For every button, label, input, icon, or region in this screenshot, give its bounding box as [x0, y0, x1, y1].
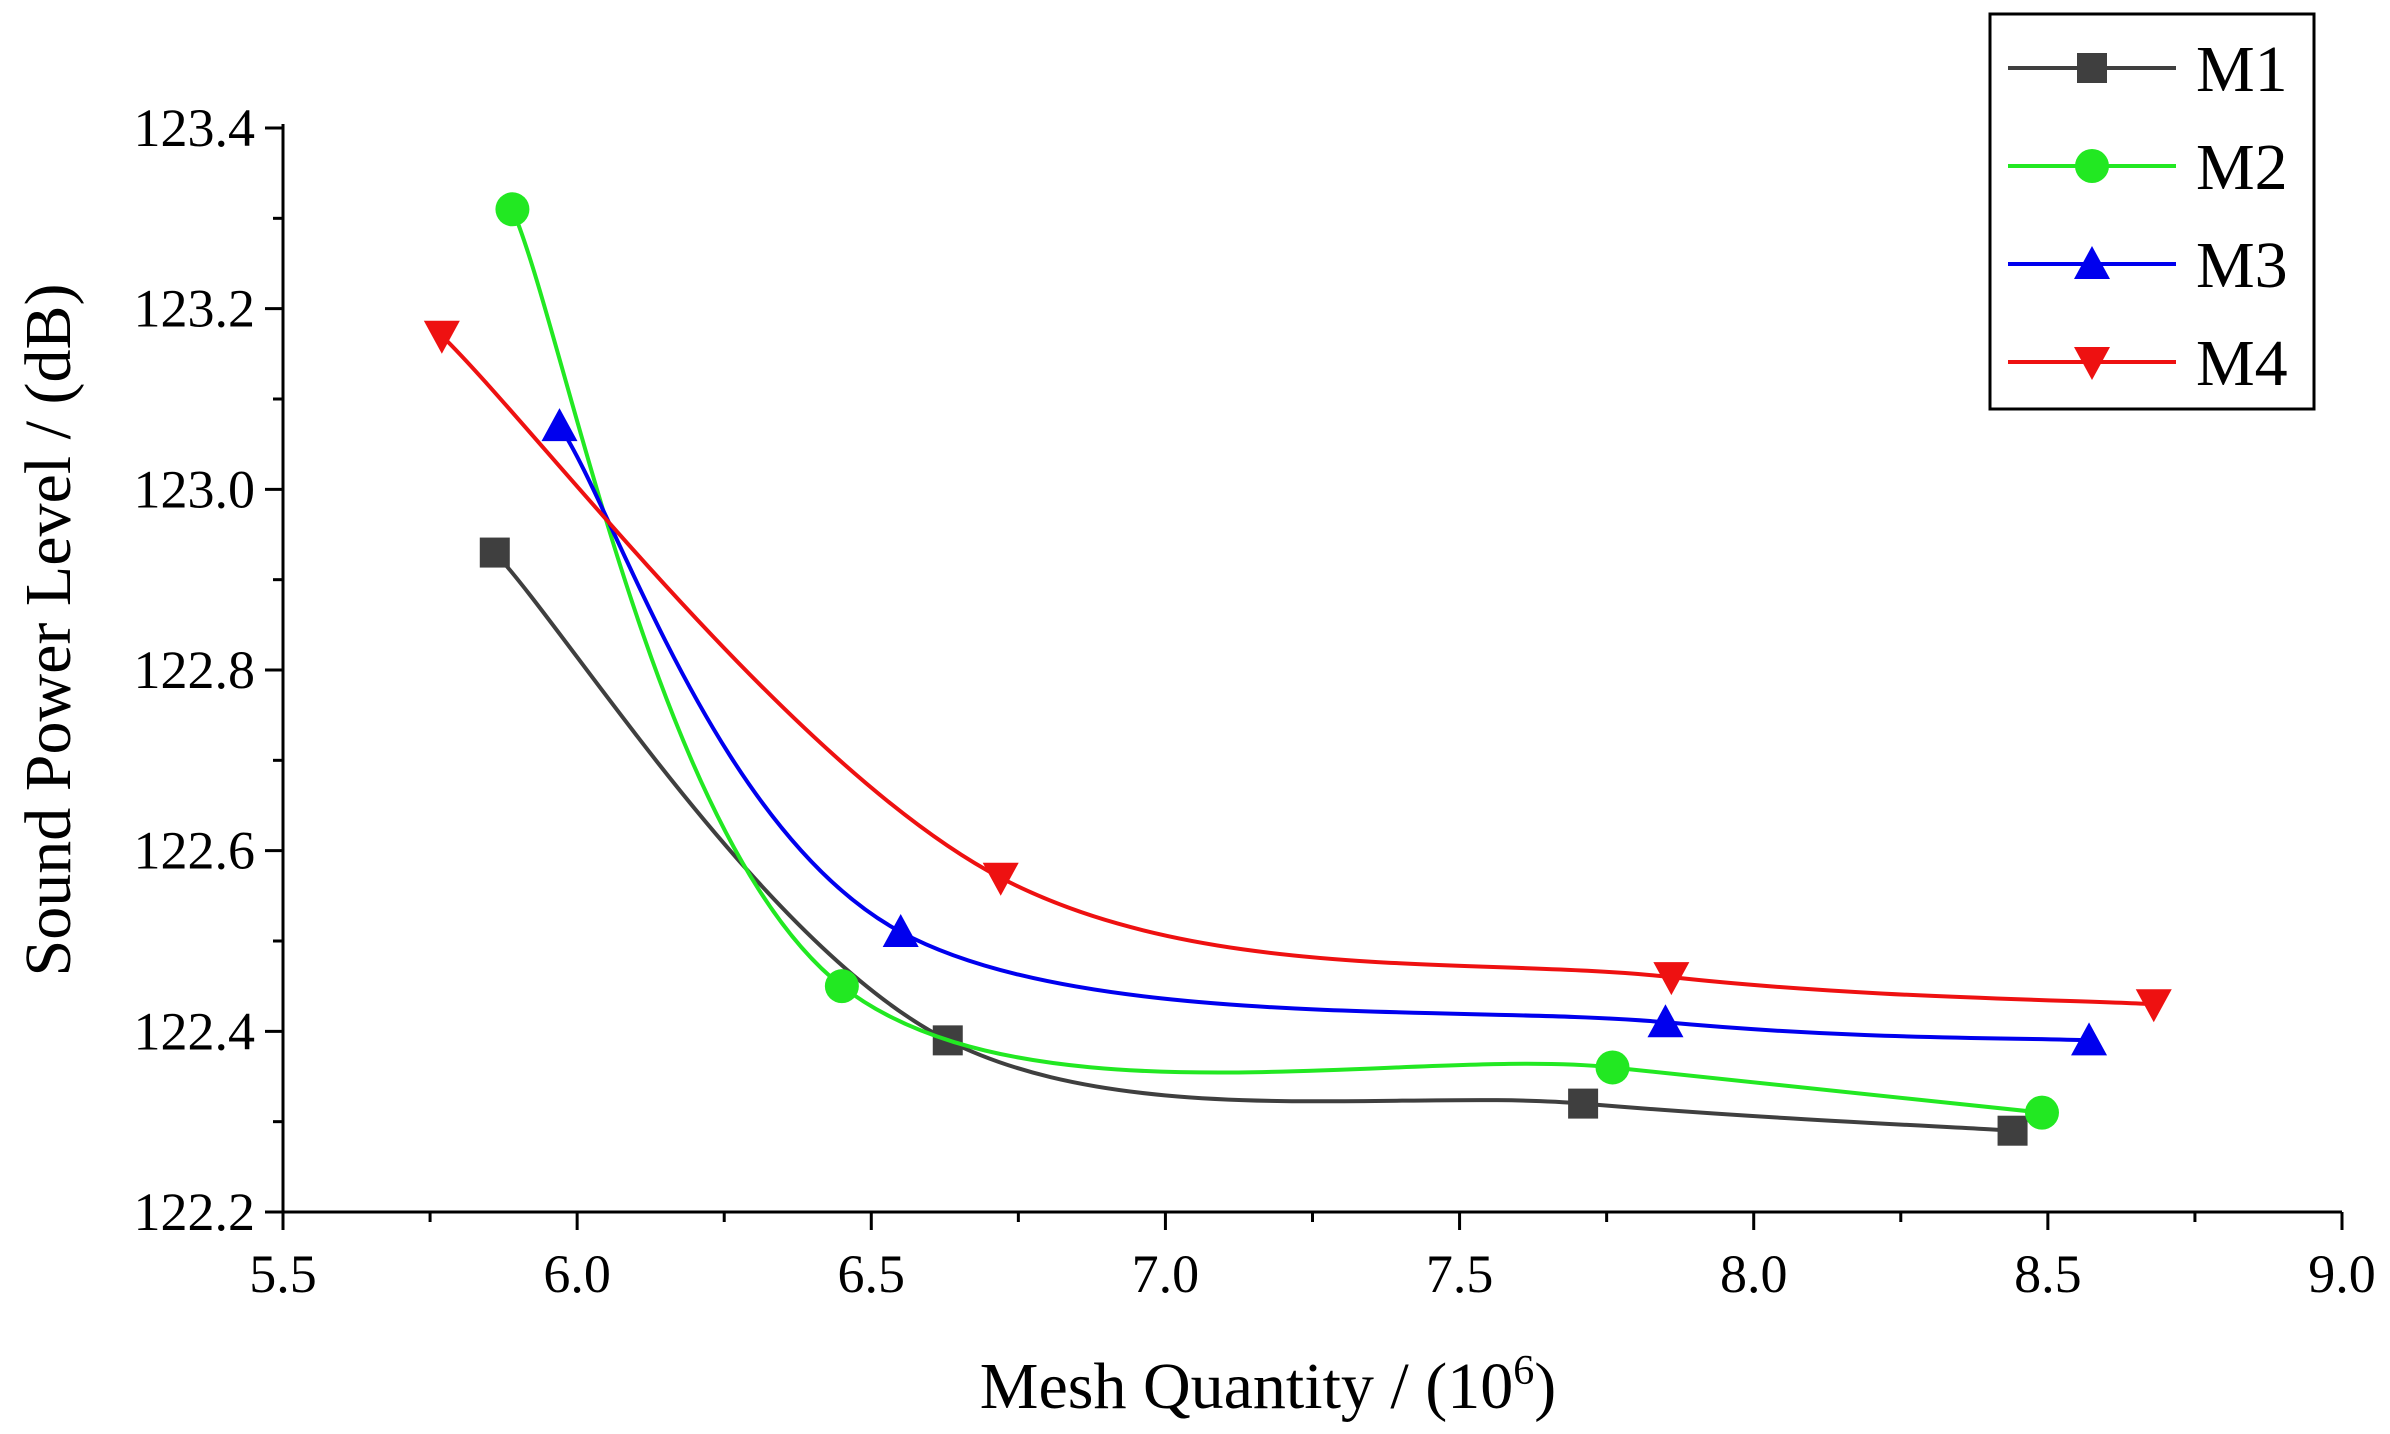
data-point-m2: [1595, 1050, 1630, 1085]
legend-label: M3: [2196, 229, 2288, 302]
data-point-m4: [2135, 989, 2172, 1023]
data-point-m3: [541, 408, 578, 442]
series-layer: [423, 192, 2172, 1146]
data-point-m3: [2071, 1022, 2108, 1056]
x-tick-label: 9.0: [2308, 1244, 2376, 1304]
data-point-m1: [1568, 1088, 1599, 1119]
y-tick-label: 123.0: [134, 459, 256, 519]
legend-item-m3: M3: [2008, 229, 2288, 302]
legend-marker: [2074, 347, 2110, 380]
y-axis-title: Sound Power Level / (dB): [12, 284, 85, 977]
x-tick-label: 6.0: [543, 1244, 611, 1304]
data-point-m3: [882, 913, 919, 947]
legend-label: M1: [2196, 33, 2288, 106]
data-point-m3: [1647, 1004, 1684, 1038]
series-m2: [495, 192, 2059, 1130]
axes: 5.5 6.0 6.5 7.0 7.5 8.0 8.5 9.0 122.2 122.4 122.6 1…: [134, 98, 2376, 1304]
series-m3: [541, 408, 2108, 1056]
y-tick-label: 122.4: [134, 1001, 256, 1061]
legend-marker: [2075, 149, 2109, 183]
x-tick-label: 6.5: [838, 1244, 906, 1304]
legend-marker: [2074, 246, 2110, 279]
data-point-m4: [1653, 962, 1690, 996]
data-point-m2: [2024, 1095, 2059, 1130]
data-point-m4: [982, 862, 1019, 896]
y-tick-label: 122.6: [134, 821, 256, 881]
y-tick-label: 122.8: [134, 640, 256, 700]
x-tick-label: 7.0: [1132, 1244, 1200, 1304]
x-tick-label: 7.5: [1426, 1244, 1494, 1304]
legend-item-m4: M4: [2008, 327, 2288, 400]
y-tick-label: 123.4: [134, 98, 256, 158]
x-tick-label: 5.5: [249, 1244, 317, 1304]
legend-label: M4: [2196, 327, 2288, 400]
data-point-m1: [1997, 1115, 2028, 1146]
x-tick-label: 8.0: [1720, 1244, 1788, 1304]
x-tick-label: 8.5: [2014, 1244, 2082, 1304]
data-point-m2: [495, 192, 530, 227]
legend-label: M2: [2196, 131, 2288, 204]
data-point-m2: [824, 969, 859, 1004]
series-m1: [479, 537, 2028, 1146]
series-line-m3: [557, 424, 2090, 1043]
legend-item-m1: M1: [2008, 33, 2288, 106]
series-line-m1: [493, 551, 2013, 1133]
series-m4: [423, 320, 2172, 1023]
series-line-m4: [440, 334, 2154, 1007]
legend-item-m2: M2: [2008, 131, 2288, 204]
series-line-m2: [510, 208, 2043, 1115]
data-point-m1: [479, 537, 510, 568]
legend-box: [1988, 12, 2316, 411]
y-tick-label: 122.2: [134, 1182, 256, 1242]
legend-marker: [2077, 53, 2107, 83]
legend: M1 M2 M3 M4: [1988, 12, 2316, 411]
y-tick-label: 123.2: [134, 279, 256, 339]
data-point-m4: [423, 320, 460, 354]
x-axis-title: Mesh Quantity / (106): [980, 1348, 1556, 1423]
